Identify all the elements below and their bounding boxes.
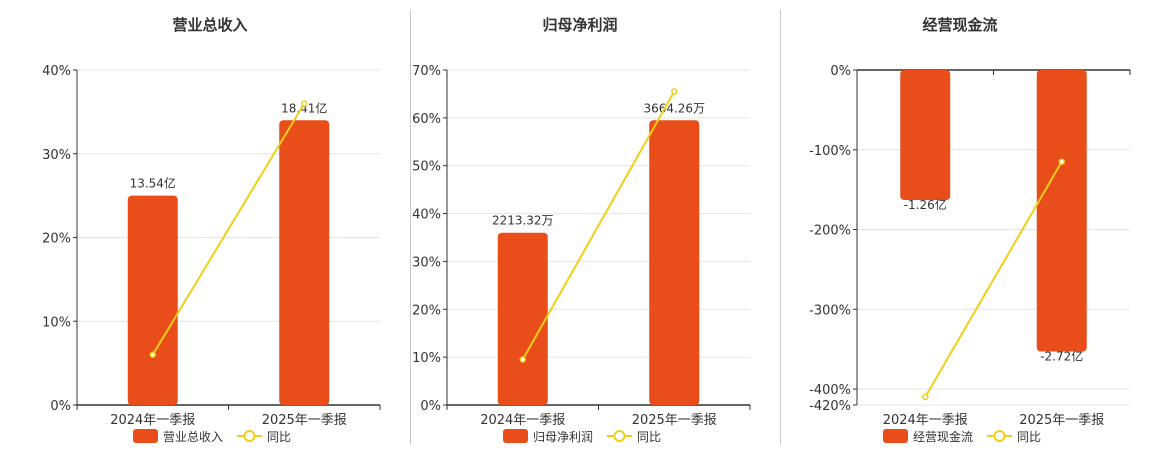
bar-data-label: -1.26亿 [904,197,947,212]
x-tick-label: 2024年一季报 [110,413,195,428]
bar[interactable] [900,70,951,201]
line-series [924,161,1063,398]
y-tick-label: 40% [42,64,71,79]
y-tick-label: -200% [809,224,851,239]
legend: 经营现金流 同比 [883,429,1041,444]
y-tick-label: 60% [412,112,441,127]
line-series [521,91,676,361]
chart-title: 营业总收入 [172,16,247,34]
chart-panel: 归母净利润 0% 10% 20% 30% 40% 50% 60% 70% 2213.32万 3664… [412,16,751,444]
legend-marker-line [613,430,626,442]
y-tick-label: 0% [50,399,71,414]
legend-label-bar: 营业总收入 [163,430,223,444]
panel-divider [410,10,411,445]
panel-divider [780,10,781,445]
bar-data-label: 13.54亿 [130,176,176,191]
legend-label-line: 同比 [637,430,661,444]
legend: 归母净利润 同比 [503,429,661,444]
line-point[interactable] [519,356,526,363]
x-tick-label: 2025年一季报 [262,413,347,428]
y-tick-label: 30% [412,255,441,270]
chart-title: 归母净利润 [542,16,617,34]
x-tick-label: 2024年一季报 [883,413,968,428]
legend-label-bar: 经营现金流 [913,429,973,444]
y-tick-label: 0% [420,399,441,414]
y-tick-label: 30% [42,148,71,163]
y-tick-label: -100% [809,144,851,159]
line-point[interactable] [922,393,929,401]
legend-label-line: 同比 [267,430,291,444]
chart-panel: 经营现金流 0% -100% -200% -300% -400%-420% -1.26亿 -2… [809,16,1131,444]
bar[interactable] [649,120,700,405]
y-tick-label: 20% [42,232,71,247]
bar[interactable] [497,232,548,405]
x-tick-label: 2025年一季报 [632,413,717,428]
y-tick-label: 20% [412,303,441,318]
y-tick-label: 40% [412,208,441,223]
bar-data-label: 3664.26万 [643,101,705,115]
y-tick-label: -400% [809,383,851,398]
line-point[interactable] [149,351,156,358]
bar[interactable] [127,195,178,405]
legend: 营业总收入 同比 [133,429,291,444]
bar[interactable] [1036,70,1087,352]
y-tick-label: -420% [809,399,851,414]
line-point[interactable] [671,88,678,95]
bar-data-label: 18.41亿 [281,100,327,115]
y-tick-label: 70% [412,64,441,79]
chart-panel: 营业总收入 0% 10% 20% 30% 40% 13.54亿 18.41亿 2024年一季报 2… [42,16,381,444]
bar-data-label: -2.72亿 [1040,349,1083,364]
y-tick-label: -300% [809,303,851,318]
bar-data-label: 2213.32万 [492,214,554,228]
legend-swatch-bar [883,429,908,443]
y-tick-label: 10% [42,315,71,330]
line-series [151,102,306,356]
x-tick-label: 2024年一季报 [480,413,565,428]
legend-label-bar: 归母净利润 [533,430,593,444]
line-point[interactable] [1058,158,1065,165]
line-point[interactable] [301,100,308,107]
chart-title: 经营现金流 [922,16,997,34]
legend-marker-line [993,430,1006,442]
legend-marker-line [243,430,256,442]
legend-swatch-bar [133,429,158,443]
legend-swatch-bar [503,429,528,443]
y-tick-label: 50% [412,160,441,175]
legend-label-line: 同比 [1017,430,1041,444]
y-tick-label: 0% [830,64,851,79]
bar[interactable] [279,120,330,405]
y-tick-label: 10% [412,351,441,366]
x-tick-label: 2025年一季报 [1019,413,1104,428]
